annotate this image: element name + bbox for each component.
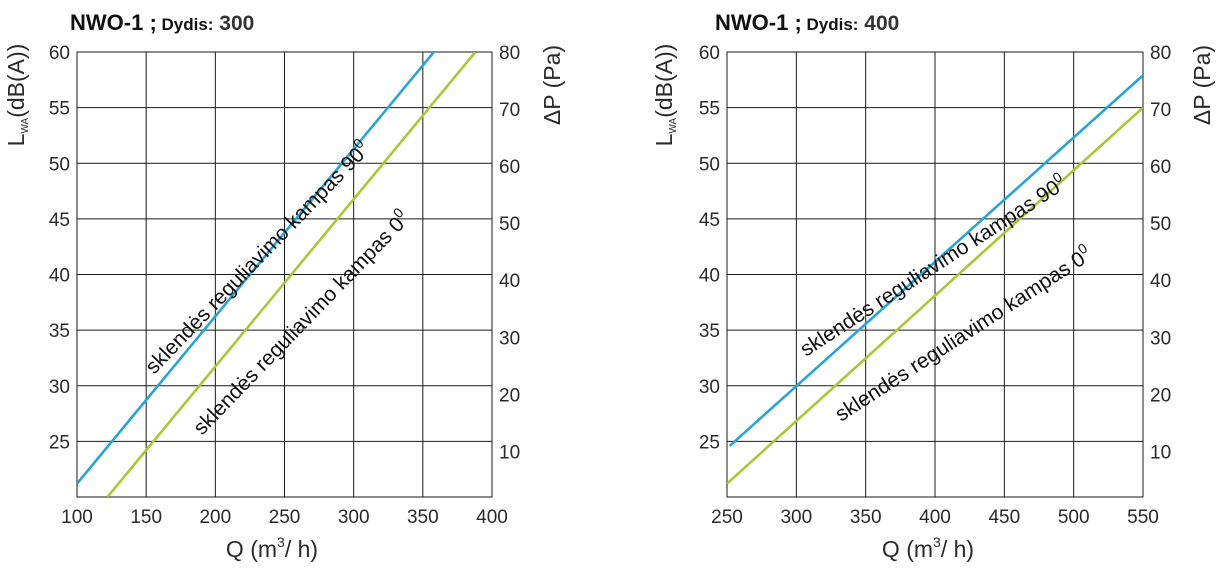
y-right-tick-label: 10 [499, 442, 520, 463]
y-left-tick-label: 55 [699, 99, 720, 120]
x-tick-label: 350 [850, 507, 882, 528]
series-annotation: sklendės reguliavimo kampas 00 [829, 240, 1096, 427]
x-tick-label: 400 [476, 507, 508, 528]
chart-title-size-value: 400 [858, 12, 899, 35]
series-annotation: sklendės reguliavimo kampas 900 [138, 135, 375, 379]
y-left-axis-label-base: L [651, 133, 677, 146]
y-left-tick-label: 50 [699, 154, 720, 175]
y-right-tick-label: 30 [1150, 328, 1171, 349]
x-tick-label: 350 [407, 507, 439, 528]
y-left-tick-label: 35 [699, 321, 720, 342]
x-tick-label: 100 [61, 507, 93, 528]
series-annotation: sklendės reguliavimo kampas 00 [186, 204, 415, 439]
x-axis-label-base: Q (m [882, 536, 933, 562]
y-right-tick-label: 80 [1150, 43, 1171, 64]
x-axis-label: Q (m3/ h) [226, 534, 318, 562]
series-line-0deg [727, 106, 1143, 485]
x-axis-label-superscript: 3 [933, 534, 941, 550]
chart-title-code: NWO-1 [715, 10, 788, 35]
y-right-tick-label: 70 [499, 100, 520, 121]
y-right-tick-label: 50 [499, 214, 520, 235]
y-left-tick-label: 60 [49, 43, 70, 64]
chart-title: NWO-1 ; Dydis: 400 [715, 10, 899, 35]
x-tick-label: 500 [1058, 507, 1090, 528]
y-left-tick-label: 25 [49, 432, 70, 453]
x-tick-label: 450 [988, 507, 1020, 528]
series-line-90deg [728, 74, 1143, 447]
x-tick-label: 200 [199, 507, 231, 528]
y-left-tick-label: 30 [699, 377, 720, 398]
y-right-axis-label: ΔP (Pa) [1189, 45, 1215, 125]
y-right-tick-label: 40 [499, 271, 520, 292]
y-left-tick-label: 40 [49, 266, 70, 287]
y-right-tick-label: 50 [1150, 214, 1171, 235]
x-axis-label-base: Q (m [226, 536, 277, 562]
y-left-axis-label: LWA(dB(A)) [3, 44, 31, 147]
x-axis-label-rest: / h) [285, 536, 318, 562]
chart-2: 250 300 350 400 450 500 5502530354045505560102… [651, 10, 1215, 562]
y-left-tick-label: 45 [699, 210, 720, 231]
series-line-0deg [106, 52, 477, 497]
y-left-tick-label: 50 [49, 154, 70, 175]
y-right-tick-label: 20 [499, 385, 520, 406]
y-left-tick-label: 55 [49, 99, 70, 120]
chart-title-code: NWO-1 [70, 10, 143, 35]
series-annotation-text: sklendės reguliavimo kampas 90 [141, 143, 369, 378]
chart-title-separator: ; [788, 10, 801, 35]
y-left-axis-label-rest: (dB(A)) [651, 44, 677, 118]
x-tick-label: 250 [711, 507, 743, 528]
chart-title-separator: ; [143, 10, 156, 35]
series-line-90deg [77, 52, 436, 485]
plot-frame [726, 51, 1144, 498]
plot-frame [76, 51, 493, 498]
y-left-tick-label: 40 [699, 266, 720, 287]
chart-title-size-label: Dydis: [802, 15, 859, 34]
y-right-axis-label: ΔP (Pa) [539, 45, 565, 125]
y-left-axis-label-rest: (dB(A)) [3, 44, 29, 118]
y-left-axis-label-subscript: WA [20, 117, 31, 133]
chart-1: 100 150 200 250 300 350 4002530354045505560102… [3, 10, 565, 562]
y-right-tick-label: 70 [1150, 100, 1171, 121]
x-axis-label-superscript: 3 [277, 534, 285, 550]
x-axis-label: Q (m3/ h) [882, 534, 974, 562]
y-left-tick-label: 30 [49, 377, 70, 398]
series-annotation: sklendės reguliavimo kampas 900 [794, 168, 1071, 361]
x-tick-label: 300 [780, 507, 812, 528]
chart-title: NWO-1 ; Dydis: 300 [70, 10, 254, 35]
x-tick-label: 400 [919, 507, 951, 528]
x-axis-label-rest: / h) [941, 536, 974, 562]
y-right-tick-label: 80 [499, 43, 520, 64]
chart-title-size-value: 300 [213, 12, 254, 35]
y-left-tick-label: 45 [49, 210, 70, 231]
chart-title-size-label: Dydis: [157, 15, 214, 34]
y-left-tick-label: 60 [699, 43, 720, 64]
y-left-axis-label-subscript: WA [668, 117, 679, 133]
y-left-tick-label: 35 [49, 321, 70, 342]
x-tick-label: 300 [338, 507, 370, 528]
y-left-axis-label: LWA(dB(A)) [651, 44, 679, 147]
y-right-tick-label: 40 [1150, 271, 1171, 292]
y-right-tick-label: 60 [499, 157, 520, 178]
series-annotation-text: sklendės reguliavimo kampas 0 [189, 213, 409, 440]
x-tick-label: 150 [130, 507, 162, 528]
x-tick-label: 250 [269, 507, 301, 528]
y-left-axis-label-base: L [3, 133, 29, 146]
x-tick-label: 550 [1127, 507, 1159, 528]
series-annotation-text: sklendės reguliavimo kampas 90 [796, 176, 1064, 361]
y-right-tick-label: 10 [1150, 442, 1171, 463]
y-left-tick-label: 25 [699, 432, 720, 453]
y-right-tick-label: 60 [1150, 157, 1171, 178]
y-right-tick-label: 30 [499, 328, 520, 349]
y-right-tick-label: 20 [1150, 385, 1171, 406]
